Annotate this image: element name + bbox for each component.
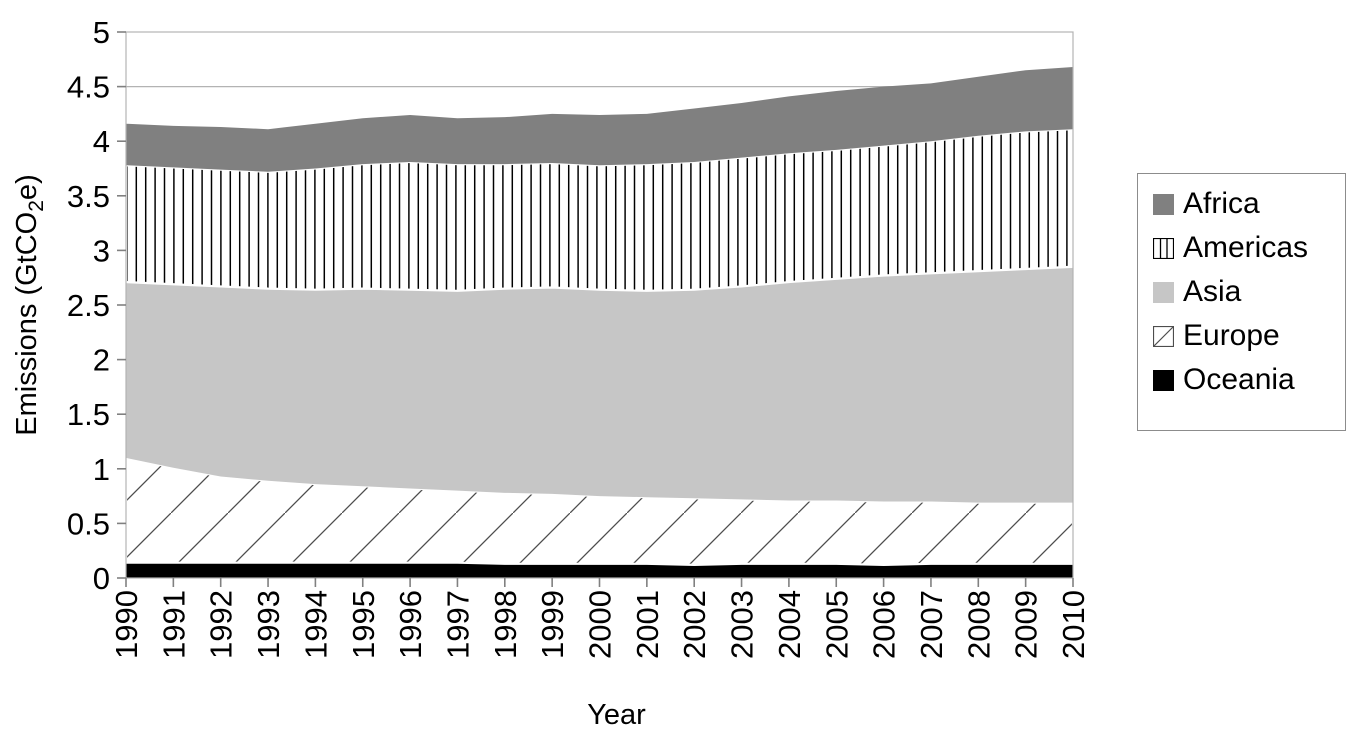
svg-text:1993: 1993 [251,590,286,659]
svg-text:3: 3 [93,233,110,268]
svg-text:1.5: 1.5 [67,397,110,432]
legend-item-africa: Africa [1153,189,1345,219]
legend-swatch-americas-icon [1153,237,1174,259]
svg-text:1996: 1996 [393,590,428,659]
svg-text:2008: 2008 [961,590,996,659]
legend-swatch-oceania-icon [1153,369,1174,391]
svg-text:1991: 1991 [156,590,191,659]
svg-text:2005: 2005 [819,590,854,659]
svg-text:2009: 2009 [1009,590,1044,659]
legend-item-americas: Americas [1153,233,1345,263]
svg-text:4.5: 4.5 [67,70,110,105]
legend-item-asia: Asia [1153,277,1345,307]
legend-label-americas: Americas [1183,231,1309,264]
legend-swatch-europe-icon [1153,325,1174,347]
x-axis-title: Year [587,699,646,731]
svg-text:1995: 1995 [346,590,381,659]
svg-text:2004: 2004 [772,590,807,659]
svg-text:2002: 2002 [677,590,712,659]
svg-text:1990: 1990 [109,590,144,659]
svg-text:2010: 2010 [1056,590,1091,659]
svg-text:1994: 1994 [298,590,333,659]
svg-text:2007: 2007 [914,590,949,659]
legend-item-oceania: Oceania [1153,365,1345,395]
svg-text:1992: 1992 [204,590,239,659]
svg-text:3.5: 3.5 [67,179,110,214]
legend-swatch-africa-icon [1153,193,1174,215]
svg-text:1997: 1997 [440,590,475,659]
chart-legend: Africa Americas Asia Europe Oceania [1137,173,1346,431]
legend-label-europe: Europe [1183,319,1280,352]
svg-text:0: 0 [93,561,110,596]
svg-text:2000: 2000 [583,590,618,659]
svg-text:5: 5 [93,15,110,50]
svg-text:4: 4 [93,124,110,159]
legend-label-oceania: Oceania [1183,363,1295,396]
legend-label-africa: Africa [1183,187,1260,220]
svg-text:2: 2 [93,343,110,378]
legend-label-asia: Asia [1183,275,1242,308]
svg-text:0.5: 0.5 [67,506,110,541]
svg-text:1999: 1999 [535,590,570,659]
svg-text:2001: 2001 [630,590,665,659]
svg-text:2006: 2006 [867,590,902,659]
svg-text:1998: 1998 [488,590,523,659]
svg-text:1: 1 [93,452,110,487]
legend-item-europe: Europe [1153,321,1345,351]
svg-text:2.5: 2.5 [67,288,110,323]
svg-text:2003: 2003 [725,590,760,659]
legend-swatch-asia-icon [1153,281,1174,303]
y-axis-title: Emissions (GtCO2e) [11,174,48,435]
